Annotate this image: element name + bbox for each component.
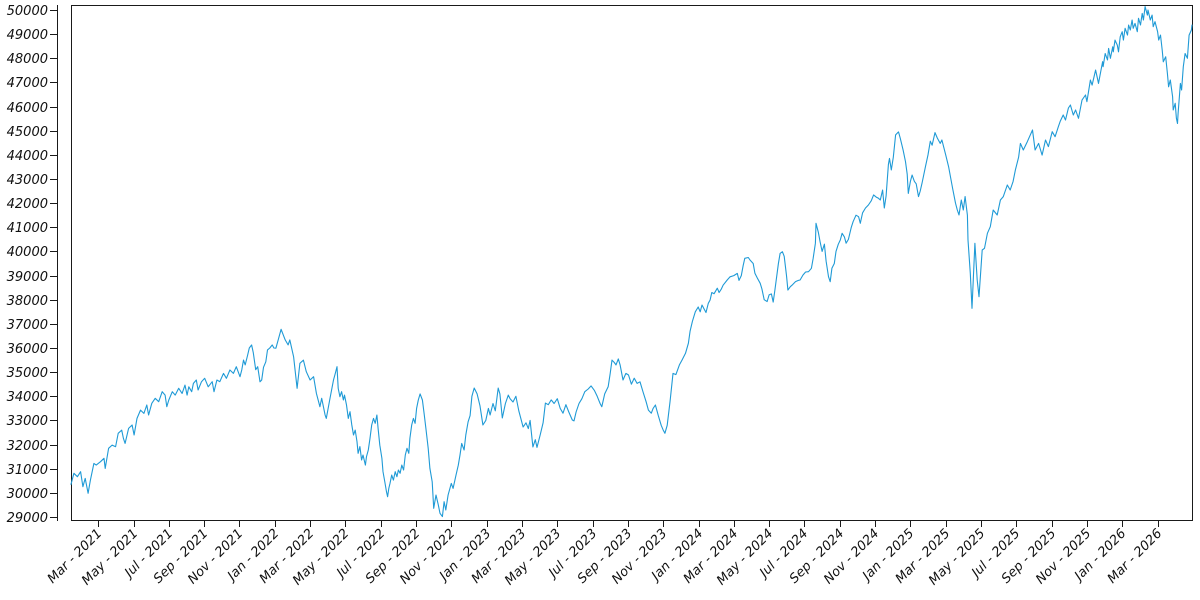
y-tick-label: 38000 <box>7 294 48 309</box>
y-tick-label: 42000 <box>7 197 48 212</box>
y-tick-label: 35000 <box>7 366 48 381</box>
y-tick-label: 41000 <box>7 221 48 236</box>
y-tick-label: 39000 <box>7 270 48 285</box>
y-tick-label: 43000 <box>7 173 48 188</box>
y-tick-label: 49000 <box>7 28 48 43</box>
y-tick-label: 50000 <box>7 4 48 19</box>
price-line <box>70 6 1193 518</box>
y-tick-label: 48000 <box>7 52 48 67</box>
y-tick-label: 31000 <box>7 463 48 478</box>
plot-frame <box>71 5 1193 521</box>
y-tick-label: 37000 <box>7 318 48 333</box>
y-tick-label: 45000 <box>7 125 48 140</box>
y-tick-label: 32000 <box>7 439 48 454</box>
y-tick-label: 47000 <box>7 76 48 91</box>
y-tick-label: 29000 <box>7 511 48 526</box>
y-tick-label: 30000 <box>7 487 48 502</box>
y-tick-label: 40000 <box>7 245 48 260</box>
y-tick-label: 33000 <box>7 414 48 429</box>
y-tick-label: 34000 <box>7 390 48 405</box>
y-tick-label: 44000 <box>7 149 48 164</box>
y-tick-label: 46000 <box>7 101 48 116</box>
y-tick-label: 36000 <box>7 342 48 357</box>
